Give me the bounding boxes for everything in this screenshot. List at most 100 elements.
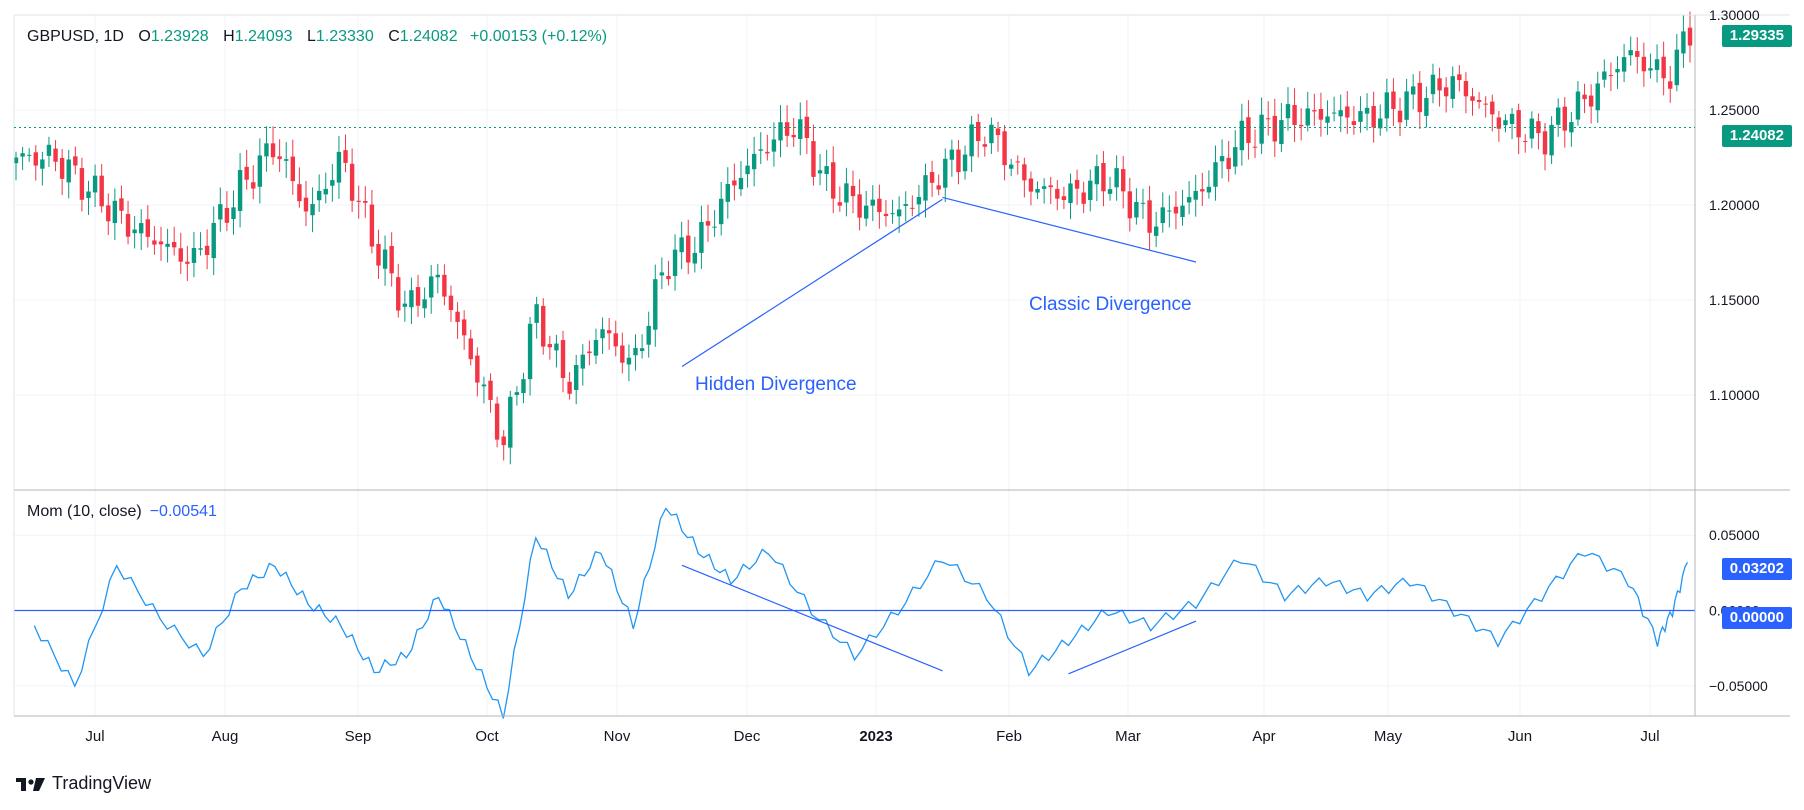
- candle-body: [1542, 131, 1548, 155]
- time-tick-label: Jun: [1508, 728, 1532, 745]
- candle-body: [1008, 164, 1014, 169]
- candle-body: [1186, 197, 1192, 203]
- candle-body: [1068, 183, 1073, 204]
- candle-body: [896, 209, 902, 217]
- candle-body: [1569, 122, 1574, 133]
- time-tick-label: May: [1374, 728, 1403, 745]
- candle-body: [903, 204, 908, 206]
- candle-body: [1371, 106, 1376, 128]
- low-label: L: [306, 28, 316, 45]
- candle-body: [1529, 118, 1535, 139]
- candle-body: [20, 153, 25, 157]
- candle-body: [270, 143, 276, 158]
- candle-body: [106, 205, 111, 222]
- time-tick-label: Feb: [996, 728, 1022, 745]
- candle-body: [1549, 124, 1554, 156]
- candle-body: [501, 436, 506, 446]
- candle-body: [125, 213, 131, 237]
- candle-body: [1628, 50, 1633, 56]
- candle-body: [1239, 120, 1245, 151]
- classic-divergence-label: Classic Divergence: [1029, 294, 1192, 315]
- candle-body: [1378, 118, 1383, 129]
- candle-body: [330, 180, 335, 186]
- hidden-divergence-price-line: [681, 198, 943, 368]
- indicator-name: Mom (10, close): [27, 503, 142, 520]
- candle-body: [237, 170, 243, 211]
- candle-body: [804, 116, 810, 138]
- tradingview-brand[interactable]: TradingView: [16, 773, 151, 794]
- candle-body: [824, 166, 829, 175]
- grid-lines: [14, 14, 1695, 716]
- candle-body: [323, 188, 328, 195]
- candle-body: [1483, 103, 1488, 105]
- candle-body: [1562, 106, 1567, 131]
- candle-body: [415, 287, 421, 306]
- candle-body: [989, 124, 994, 144]
- candle-body: [1259, 114, 1264, 144]
- hidden-divergence-mom-line: [681, 564, 943, 672]
- candle-body: [1325, 116, 1330, 123]
- candle-body: [646, 325, 651, 345]
- candle-body: [1134, 201, 1139, 218]
- candle-body: [369, 204, 375, 247]
- candle-body: [679, 237, 684, 253]
- candle-body: [1305, 108, 1310, 126]
- candle-body: [1384, 92, 1390, 119]
- candle-body: [455, 311, 460, 322]
- time-tick-label: Oct: [475, 728, 499, 745]
- candle-body: [784, 122, 790, 136]
- tick-labels: 1.30000 1.25000 1.20000 1.15000 1.10000 0.050…: [85, 7, 1768, 745]
- symbol-label: GBPUSD, 1D: [27, 28, 124, 45]
- candle-body: [1338, 110, 1343, 117]
- candle-body: [1055, 188, 1060, 199]
- candle-body: [1358, 111, 1363, 122]
- candle-body: [600, 329, 605, 339]
- candle-body: [1233, 147, 1238, 167]
- candle-body: [811, 141, 816, 177]
- candle-body: [461, 319, 467, 336]
- candle-body: [626, 357, 632, 365]
- candle-body: [1470, 96, 1475, 101]
- candle-body: [718, 198, 724, 225]
- mom-tick-label: −0.05000: [1709, 678, 1768, 694]
- candle-body: [1674, 49, 1680, 86]
- candle-body: [198, 248, 203, 250]
- candle-body: [26, 154, 32, 156]
- time-tick-label: Jul: [1640, 728, 1659, 745]
- candle-body: [837, 202, 843, 206]
- candle-body: [132, 229, 137, 234]
- candle-body: [343, 150, 348, 163]
- candle-body: [1443, 87, 1449, 97]
- candle-body: [1555, 107, 1561, 125]
- candle-body: [1140, 202, 1146, 204]
- candle-body: [771, 139, 777, 152]
- candle-body: [1476, 99, 1482, 102]
- candle-body: [435, 274, 440, 278]
- candle-body: [1588, 95, 1594, 107]
- candle-body: [448, 295, 454, 311]
- candle-body: [488, 380, 493, 400]
- candle-body: [46, 144, 52, 156]
- candle-body: [1404, 91, 1409, 120]
- candle-body: [389, 245, 394, 274]
- candle-body: [86, 191, 91, 198]
- high-value: 1.24093: [234, 28, 293, 45]
- candle-body: [1061, 196, 1067, 200]
- time-tick-label: Mar: [1115, 728, 1141, 745]
- candle-body: [382, 249, 388, 269]
- open-value: 1.23928: [150, 28, 209, 45]
- candle-body: [870, 199, 875, 206]
- candle-body: [1048, 185, 1053, 188]
- candle-body: [686, 235, 691, 263]
- candle-body: [429, 276, 434, 298]
- time-tick-label: Nov: [604, 728, 631, 745]
- candle-body: [956, 149, 961, 173]
- candle-body: [699, 221, 704, 253]
- candle-body: [514, 392, 520, 396]
- candle-body: [310, 203, 315, 216]
- candle-body: [1121, 169, 1126, 192]
- candle-body: [171, 242, 177, 248]
- candle-body: [1081, 192, 1086, 204]
- time-tick-label: Apr: [1252, 728, 1275, 745]
- candle-body: [1503, 120, 1508, 126]
